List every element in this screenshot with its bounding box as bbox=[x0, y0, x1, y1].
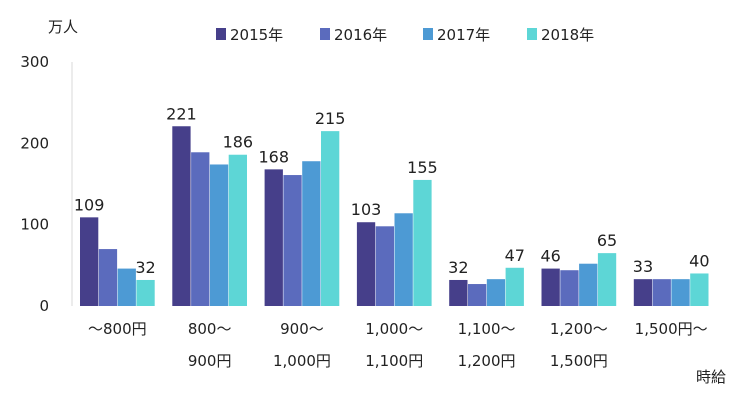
bar bbox=[597, 253, 617, 306]
bar bbox=[356, 222, 376, 306]
bar bbox=[468, 284, 487, 306]
x-tick-label: 1,200～ bbox=[550, 320, 608, 338]
bar bbox=[264, 169, 283, 306]
x-tick-label: 900円 bbox=[188, 352, 232, 370]
data-label: 221 bbox=[166, 104, 197, 123]
y-tick-label: 0 bbox=[39, 297, 49, 315]
x-axis-title: 時給 bbox=[696, 368, 726, 386]
y-tick-label: 200 bbox=[20, 134, 49, 152]
bars bbox=[80, 126, 709, 307]
y-axis-ticks: 0 100 200 300 bbox=[20, 53, 49, 315]
data-label: 103 bbox=[351, 200, 382, 219]
bar bbox=[321, 131, 340, 306]
bar bbox=[394, 213, 413, 306]
x-tick-label: 1,500円 bbox=[550, 352, 608, 370]
legend-label: 2015年 bbox=[230, 26, 283, 44]
legend: 2015年 2016年 2017年 2018年 bbox=[216, 26, 594, 44]
x-tick-label: 1,000～ bbox=[365, 320, 423, 338]
bar bbox=[117, 268, 136, 306]
bar bbox=[136, 279, 155, 306]
x-tick-label: 1,100円 bbox=[365, 352, 423, 370]
bar bbox=[449, 279, 468, 306]
x-axis-ticks: ～800円 800～ 900円 900～ 1,000円 1,000～ 1,100円 1,100… bbox=[88, 320, 708, 370]
x-tick-label: 800～ bbox=[188, 320, 232, 338]
data-label: 32 bbox=[448, 258, 468, 277]
bar bbox=[172, 126, 191, 307]
bar bbox=[413, 179, 432, 306]
data-label: 32 bbox=[135, 258, 155, 277]
data-label: 40 bbox=[689, 251, 709, 270]
legend-label: 2017年 bbox=[437, 26, 490, 44]
data-label: 33 bbox=[633, 257, 653, 276]
bar bbox=[98, 249, 118, 306]
legend-swatch bbox=[527, 28, 537, 40]
bar bbox=[302, 161, 321, 306]
bar bbox=[486, 279, 506, 306]
x-tick-label: 1,000円 bbox=[273, 352, 331, 370]
bar bbox=[228, 154, 247, 306]
bar bbox=[375, 226, 394, 306]
data-label: 215 bbox=[315, 109, 346, 128]
legend-swatch bbox=[216, 28, 226, 40]
bar bbox=[671, 279, 690, 306]
bar bbox=[633, 279, 653, 306]
bar bbox=[283, 175, 302, 306]
bar bbox=[80, 217, 99, 306]
data-label: 155 bbox=[407, 158, 438, 177]
y-tick-label: 100 bbox=[20, 216, 49, 234]
data-label: 109 bbox=[74, 195, 105, 214]
data-label: 65 bbox=[597, 231, 617, 250]
x-tick-label: 1,100～ bbox=[458, 320, 516, 338]
bar bbox=[652, 279, 671, 306]
legend-swatch bbox=[320, 28, 330, 40]
bar bbox=[505, 267, 524, 306]
bar bbox=[579, 263, 598, 306]
bar bbox=[191, 152, 210, 306]
data-label: 168 bbox=[258, 147, 289, 166]
bar bbox=[690, 273, 709, 306]
bar bbox=[541, 268, 560, 306]
x-tick-label: ～800円 bbox=[88, 320, 147, 338]
data-label: 186 bbox=[223, 133, 254, 152]
x-tick-label: 1,500円～ bbox=[635, 320, 708, 338]
x-tick-label: 1,200円 bbox=[458, 352, 516, 370]
data-label: 47 bbox=[505, 246, 525, 265]
x-tick-label: 900～ bbox=[280, 320, 324, 338]
legend-label: 2016年 bbox=[334, 26, 387, 44]
bar bbox=[560, 270, 579, 306]
bar bbox=[209, 164, 229, 306]
legend-swatch bbox=[423, 28, 433, 40]
y-tick-label: 300 bbox=[20, 53, 49, 71]
data-label: 46 bbox=[540, 247, 560, 266]
legend-label: 2018年 bbox=[541, 26, 594, 44]
y-axis-title: 万人 bbox=[48, 18, 78, 36]
